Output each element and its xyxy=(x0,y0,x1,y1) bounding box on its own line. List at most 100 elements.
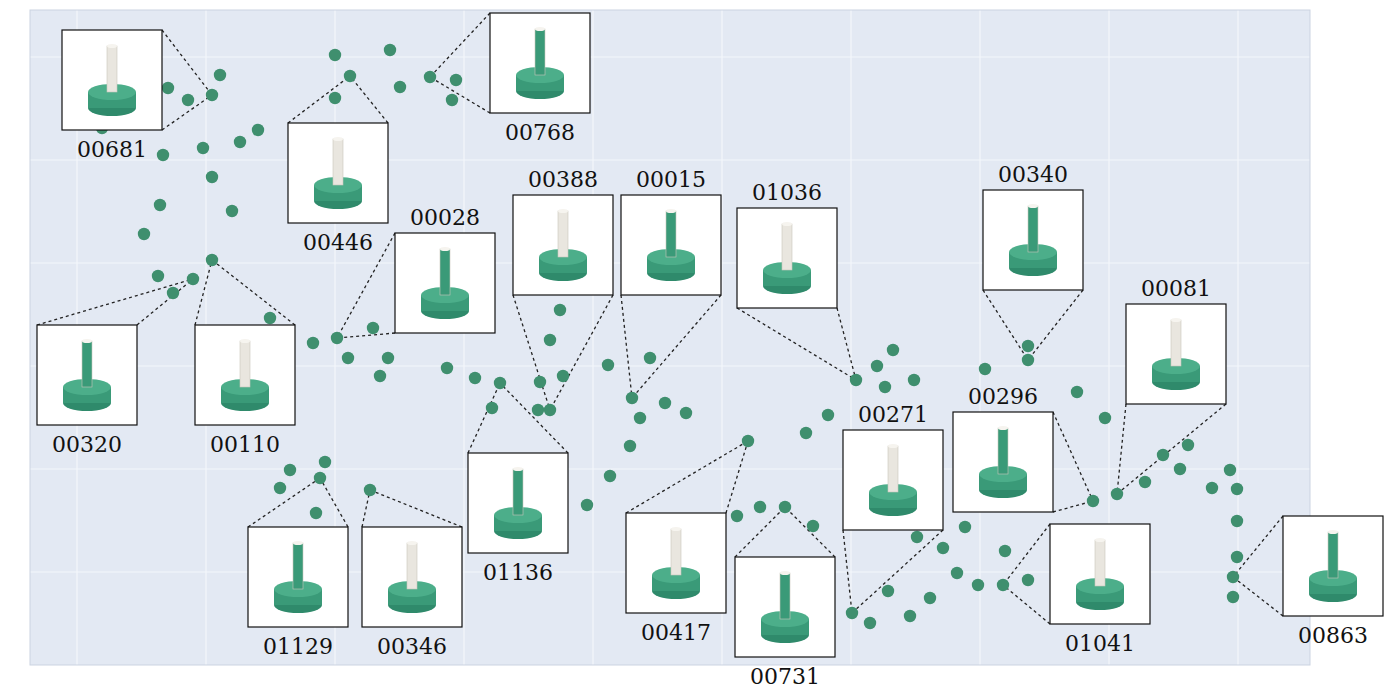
connector xyxy=(1233,577,1283,616)
point xyxy=(624,440,636,452)
point xyxy=(329,49,341,61)
connector xyxy=(288,76,350,123)
thumbnail-frame xyxy=(735,557,835,657)
part-shaft xyxy=(107,46,117,92)
point xyxy=(864,617,876,629)
point xyxy=(1206,482,1218,494)
part-shaft xyxy=(1171,320,1181,366)
point xyxy=(469,372,481,384)
point xyxy=(374,370,386,382)
thumbnail-frame xyxy=(195,325,295,425)
connectors xyxy=(37,13,1283,624)
thumbnail-frame xyxy=(1283,516,1383,616)
part-shaft xyxy=(535,29,545,75)
point xyxy=(924,592,936,604)
thumbnail xyxy=(1126,304,1226,404)
point xyxy=(532,404,544,416)
point xyxy=(680,407,692,419)
point xyxy=(450,74,462,86)
thumbnail xyxy=(737,208,837,308)
point xyxy=(644,352,656,364)
connector xyxy=(621,295,632,398)
connector xyxy=(550,295,613,410)
point xyxy=(1227,591,1239,603)
point xyxy=(1231,483,1243,495)
thumbnail-frame xyxy=(626,513,726,613)
part-shaft xyxy=(240,341,250,387)
connector xyxy=(320,478,348,527)
annotation-label: 01041 xyxy=(1065,631,1135,656)
thumbnail-frame xyxy=(62,30,162,130)
part-shaft xyxy=(782,222,792,226)
thumbnail xyxy=(395,233,495,333)
anchor-point xyxy=(187,273,199,285)
point xyxy=(602,359,614,371)
grid-line-x xyxy=(1237,10,1238,665)
connector xyxy=(370,490,462,527)
anchor-point xyxy=(344,70,356,82)
anchor-point xyxy=(494,377,506,389)
anchor-point xyxy=(1087,495,1099,507)
connector xyxy=(350,76,388,123)
annotation-label: 01036 xyxy=(752,180,822,205)
annotation-label: 00028 xyxy=(410,205,480,230)
part-shaft xyxy=(1095,540,1105,586)
point xyxy=(382,352,394,364)
connector xyxy=(852,530,943,613)
point xyxy=(252,124,264,136)
anchor-point xyxy=(331,332,343,344)
part-shaft xyxy=(407,541,417,545)
connector xyxy=(632,295,721,398)
connector xyxy=(726,441,748,513)
part-shaft xyxy=(558,209,568,213)
anchor-point xyxy=(626,392,638,404)
connector xyxy=(626,441,748,513)
connector xyxy=(248,478,320,527)
thumbnail xyxy=(248,527,348,627)
point xyxy=(197,142,209,154)
part-shaft xyxy=(1328,530,1338,534)
part-shaft xyxy=(558,211,568,257)
part-shaft xyxy=(1171,318,1181,322)
point xyxy=(206,171,218,183)
thumbnail xyxy=(1050,524,1150,624)
part-shaft xyxy=(82,339,92,343)
anchor-point xyxy=(424,71,436,83)
point xyxy=(446,94,458,106)
grid-line-y xyxy=(30,159,1310,160)
point xyxy=(544,334,556,346)
thumbnail-frame xyxy=(983,190,1083,290)
thumbnail-frame xyxy=(1126,304,1226,404)
point xyxy=(731,510,743,522)
thumbnail-frame xyxy=(468,453,568,553)
annotation-label: 00110 xyxy=(210,432,280,457)
point xyxy=(1022,340,1034,352)
anchor-point xyxy=(544,404,556,416)
anchor-point xyxy=(314,472,326,484)
annotation-label: 00015 xyxy=(636,167,706,192)
part-shaft xyxy=(666,209,676,213)
part-shaft xyxy=(1095,538,1105,542)
point xyxy=(167,287,179,299)
connector xyxy=(137,279,193,325)
part-shaft xyxy=(513,469,523,515)
point xyxy=(871,360,883,372)
point xyxy=(1139,476,1151,488)
anchor-point xyxy=(1227,571,1239,583)
point xyxy=(1224,464,1236,476)
connector xyxy=(1117,404,1126,494)
connector xyxy=(430,13,490,77)
part-shaft xyxy=(107,44,117,48)
anchor-point xyxy=(364,484,376,496)
part-shaft xyxy=(293,541,303,545)
part-shaft xyxy=(513,467,523,471)
thumbnail xyxy=(195,325,295,425)
point xyxy=(887,344,899,356)
point xyxy=(226,205,238,217)
point xyxy=(214,69,226,81)
point xyxy=(441,362,453,374)
part-shaft xyxy=(535,27,545,31)
thumbnail xyxy=(983,190,1083,290)
plot-background xyxy=(30,10,1310,665)
thumbnail xyxy=(37,325,137,425)
